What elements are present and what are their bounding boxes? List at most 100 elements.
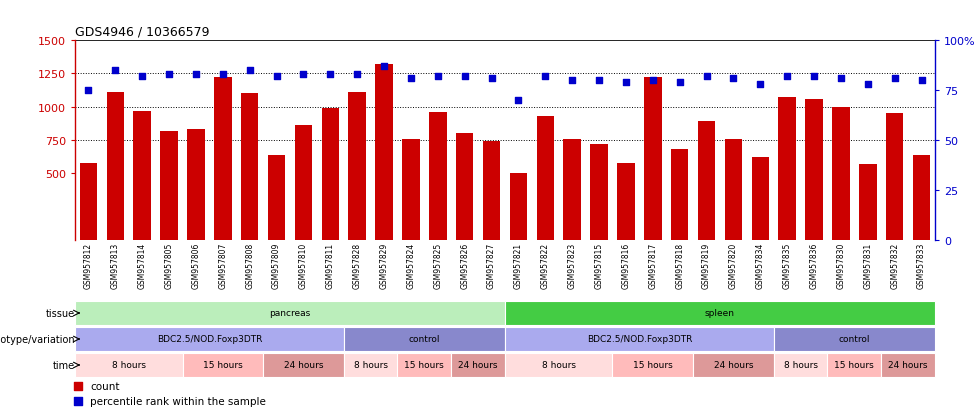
Bar	[833, 107, 849, 240]
Point	[242, 67, 257, 74]
Bar	[774, 327, 935, 351]
Point	[135, 74, 150, 80]
Bar	[241, 94, 258, 240]
Bar	[429, 113, 447, 240]
Text: 8 hours: 8 hours	[354, 361, 388, 370]
Point	[779, 74, 795, 80]
Point	[591, 78, 606, 84]
Text: GDS4946 / 10366579: GDS4946 / 10366579	[75, 25, 210, 38]
Text: 24 hours: 24 hours	[888, 361, 928, 370]
Point	[161, 71, 176, 78]
Text: 8 hours: 8 hours	[112, 361, 145, 370]
Point	[511, 97, 526, 104]
Point	[323, 71, 338, 78]
Bar	[724, 139, 742, 240]
Bar	[344, 353, 398, 377]
Point	[725, 76, 741, 82]
Point	[914, 78, 929, 84]
Bar	[182, 353, 263, 377]
Bar	[187, 130, 205, 240]
Point	[269, 74, 285, 80]
Point	[484, 76, 499, 82]
Point	[806, 74, 822, 80]
Bar	[134, 112, 151, 240]
Bar	[774, 353, 828, 377]
Bar	[617, 163, 635, 240]
Text: count: count	[91, 381, 120, 391]
Bar	[590, 145, 607, 240]
Bar	[612, 353, 693, 377]
Bar	[805, 100, 823, 240]
Text: genotype/variation: genotype/variation	[0, 334, 75, 344]
Point	[618, 79, 634, 86]
Bar	[344, 327, 505, 351]
Bar	[398, 353, 451, 377]
Bar	[456, 134, 474, 240]
Bar	[294, 126, 312, 240]
Bar	[263, 353, 344, 377]
Bar	[564, 139, 581, 240]
Point	[70, 382, 86, 389]
Text: time: time	[53, 360, 75, 370]
Bar	[536, 117, 554, 240]
Bar	[644, 78, 662, 240]
Point	[565, 78, 580, 84]
Bar	[859, 165, 877, 240]
Point	[457, 74, 473, 80]
Bar	[752, 158, 769, 240]
Text: 24 hours: 24 hours	[714, 361, 753, 370]
Bar	[375, 65, 393, 240]
Bar	[913, 155, 930, 240]
Text: control: control	[409, 335, 440, 344]
Text: percentile rank within the sample: percentile rank within the sample	[91, 396, 266, 406]
Text: BDC2.5/NOD.Foxp3DTR: BDC2.5/NOD.Foxp3DTR	[157, 335, 262, 344]
Bar	[322, 109, 339, 240]
Text: 8 hours: 8 hours	[542, 361, 576, 370]
Point	[833, 76, 848, 82]
Bar	[75, 353, 182, 377]
Bar	[881, 353, 935, 377]
Bar	[505, 353, 612, 377]
Bar	[778, 98, 796, 240]
Point	[215, 71, 231, 78]
Bar	[80, 163, 98, 240]
Point	[537, 74, 553, 80]
Bar	[483, 142, 500, 240]
Point	[645, 78, 661, 84]
Bar	[160, 131, 177, 240]
Bar	[510, 174, 527, 240]
Point	[403, 76, 418, 82]
Text: 15 hours: 15 hours	[633, 361, 673, 370]
Text: spleen: spleen	[705, 309, 735, 318]
Text: 24 hours: 24 hours	[284, 361, 323, 370]
Text: BDC2.5/NOD.Foxp3DTR: BDC2.5/NOD.Foxp3DTR	[587, 335, 692, 344]
Bar	[75, 301, 505, 326]
Point	[860, 81, 876, 88]
Text: control: control	[838, 335, 870, 344]
Point	[81, 88, 97, 94]
Bar	[698, 122, 716, 240]
Point	[753, 81, 768, 88]
Point	[672, 79, 687, 86]
Text: 8 hours: 8 hours	[784, 361, 818, 370]
Point	[107, 67, 123, 74]
Text: 15 hours: 15 hours	[405, 361, 445, 370]
Text: 15 hours: 15 hours	[203, 361, 243, 370]
Text: pancreas: pancreas	[269, 309, 311, 318]
Text: 24 hours: 24 hours	[458, 361, 498, 370]
Bar	[828, 353, 881, 377]
Point	[376, 64, 392, 70]
Point	[887, 76, 903, 82]
Bar	[403, 139, 419, 240]
Point	[349, 71, 365, 78]
Bar	[451, 353, 505, 377]
Text: tissue: tissue	[46, 308, 75, 318]
Bar	[106, 93, 124, 240]
Point	[70, 398, 86, 404]
Bar	[75, 327, 344, 351]
Text: 15 hours: 15 hours	[835, 361, 875, 370]
Bar	[505, 327, 774, 351]
Bar	[671, 150, 688, 240]
Bar	[348, 93, 366, 240]
Point	[295, 71, 311, 78]
